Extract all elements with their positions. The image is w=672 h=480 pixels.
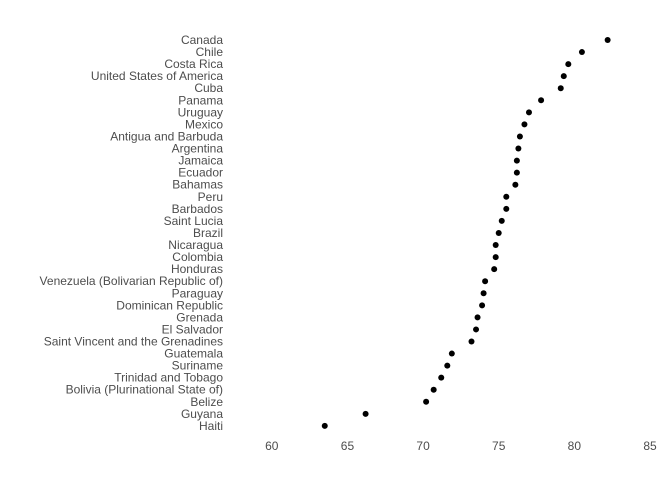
data-point — [503, 205, 510, 212]
x-tick-label: 65 — [341, 439, 355, 453]
data-point — [513, 157, 520, 164]
country-label: Ecuador — [178, 166, 223, 180]
country-label: Paraguay — [172, 286, 223, 300]
country-label: Antigua and Barbuda — [110, 129, 223, 143]
x-tick-label: 60 — [265, 439, 279, 453]
x-tick-label: 80 — [568, 439, 582, 453]
data-point — [423, 398, 430, 405]
data-point — [516, 133, 523, 140]
country-label: Bolivia (Plurinational State of) — [66, 383, 223, 397]
data-point — [492, 254, 499, 261]
country-label: Venezuela (Bolivarian Republic of) — [40, 274, 223, 288]
data-point — [479, 302, 486, 309]
country-label: Trinidad and Tobago — [114, 371, 223, 385]
data-point — [578, 49, 585, 56]
country-label: Costa Rica — [164, 57, 223, 71]
data-point — [474, 314, 481, 321]
country-label: Mexico — [185, 117, 223, 131]
country-label: El Salvador — [162, 322, 223, 336]
country-label: Haiti — [199, 419, 223, 433]
country-label: Suriname — [172, 359, 224, 373]
data-point — [521, 121, 528, 128]
country-label: Chile — [196, 45, 224, 59]
x-tick-label: 85 — [643, 439, 657, 453]
country-label: Guatemala — [164, 347, 223, 361]
data-point — [495, 229, 502, 236]
data-point — [448, 350, 455, 357]
x-tick-label: 75 — [492, 439, 506, 453]
data-point — [491, 266, 498, 273]
data-point — [525, 109, 532, 116]
country-label: Brazil — [193, 226, 223, 240]
data-point — [482, 278, 489, 285]
country-label: Dominican Republic — [116, 298, 223, 312]
country-label: Bahamas — [172, 178, 223, 192]
country-label: Nicaragua — [168, 238, 223, 252]
country-label: Argentina — [172, 142, 224, 156]
country-label: Uruguay — [178, 105, 223, 119]
country-label: Barbados — [172, 202, 223, 216]
data-point — [321, 422, 328, 429]
data-point — [362, 410, 369, 417]
data-point — [513, 169, 520, 176]
country-label: Honduras — [171, 262, 223, 276]
data-point — [438, 374, 445, 381]
data-point — [444, 362, 451, 369]
data-point — [498, 217, 505, 224]
country-label: Canada — [181, 33, 223, 47]
country-label: Jamaica — [178, 154, 223, 168]
country-label: Cuba — [194, 81, 223, 95]
x-axis-ticks: 60 65 70 75 80 85 — [265, 439, 657, 453]
data-point — [538, 97, 545, 104]
data-point — [557, 85, 564, 92]
data-point — [565, 61, 572, 68]
data-point — [503, 193, 510, 200]
data-point — [480, 290, 487, 297]
data-point — [512, 181, 519, 188]
country-label: Saint Vincent and the Grenadines — [44, 335, 223, 349]
data-point — [430, 386, 437, 393]
data-point — [492, 242, 499, 249]
country-label: Panama — [178, 93, 223, 107]
data-point — [473, 326, 480, 333]
data-point — [468, 338, 475, 345]
country-label: Peru — [198, 190, 223, 204]
data-point — [515, 145, 522, 152]
data-points — [321, 37, 611, 429]
country-label: Belize — [190, 395, 223, 409]
country-label: Saint Lucia — [164, 214, 224, 228]
data-point — [604, 37, 611, 43]
country-label: Colombia — [172, 250, 223, 264]
x-tick-label: 70 — [416, 439, 430, 453]
country-label: Grenada — [176, 310, 223, 324]
data-point — [560, 73, 567, 80]
country-label: Guyana — [181, 407, 223, 421]
country-label: United States of America — [91, 69, 223, 83]
